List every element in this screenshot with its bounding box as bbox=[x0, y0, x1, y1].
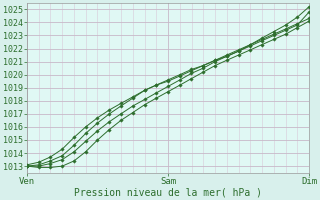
X-axis label: Pression niveau de la mer( hPa ): Pression niveau de la mer( hPa ) bbox=[74, 187, 262, 197]
